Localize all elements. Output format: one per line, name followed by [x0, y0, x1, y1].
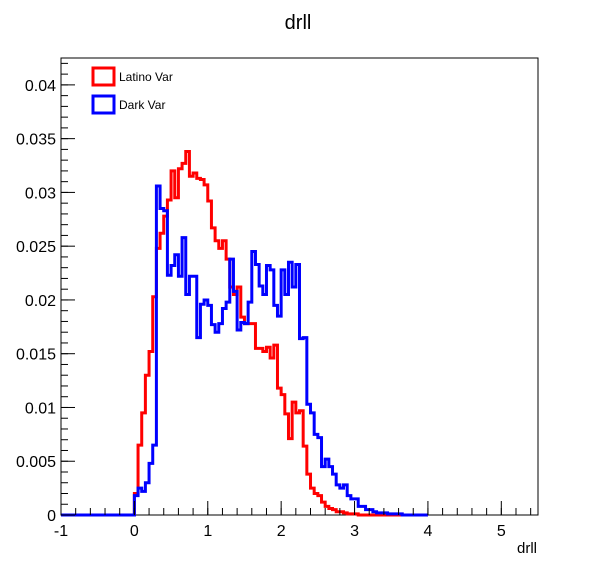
y-tick-label: 0.035	[16, 132, 56, 149]
x-tick-label: 4	[423, 523, 432, 540]
y-tick-label: 0.02	[25, 293, 56, 310]
y-axis: 0 0.005 0.01 0.015 0.02 0.025 0.03 0.035 0.04	[16, 62, 75, 525]
y-tick-label: 0.04	[25, 78, 56, 95]
legend: Latino Var Dark Var	[91, 66, 173, 115]
y-tick-label: 0.025	[16, 239, 56, 256]
legend-label-dark-var: Dark Var	[119, 98, 165, 112]
series-line-latino-var	[61, 150, 428, 517]
x-tick-label: -1	[54, 523, 68, 540]
series-layer	[61, 150, 428, 517]
y-tick-label: 0.015	[16, 347, 56, 364]
chart-title: drll	[285, 12, 312, 34]
x-axis: -1 0 1 2 3 4 5	[54, 501, 532, 540]
x-axis-title: drll	[517, 540, 537, 557]
x-tick-label: 2	[277, 523, 286, 540]
x-tick-label: 3	[350, 523, 359, 540]
legend-swatch-dark-var	[91, 94, 116, 115]
y-tick-label: 0	[47, 508, 56, 525]
y-tick-label: 0.01	[25, 400, 56, 417]
x-tick-label: 1	[203, 523, 212, 540]
x-tick-label: 0	[130, 523, 139, 540]
legend-label-latino-var: Latino Var	[119, 70, 173, 84]
legend-swatch-latino-var	[91, 66, 116, 87]
plot-frame	[60, 57, 539, 516]
y-tick-label: 0.005	[16, 454, 56, 471]
series-line-dark-var	[61, 184, 428, 517]
y-tick-label: 0.03	[25, 185, 56, 202]
x-tick-label: 5	[497, 523, 506, 540]
